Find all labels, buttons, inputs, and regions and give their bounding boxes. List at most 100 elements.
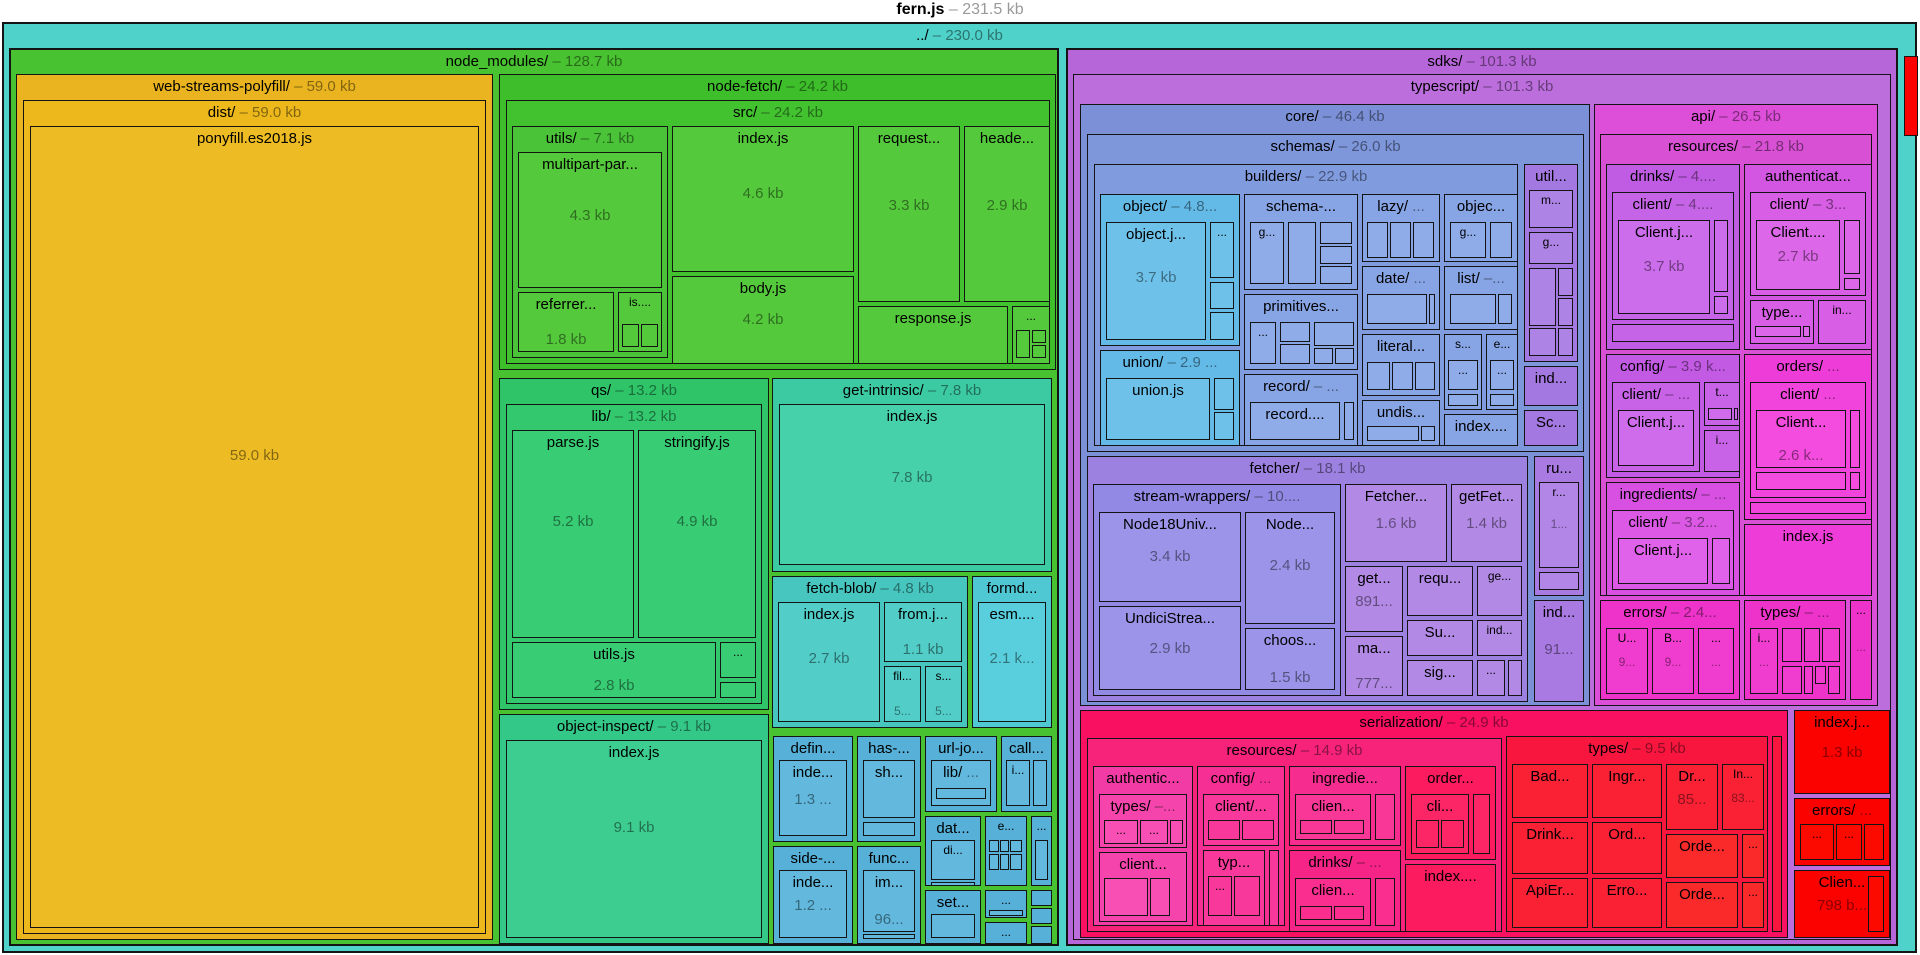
treemap-node-fil...[interactable]: fil... 5... [884,666,921,722]
treemap-node-esm....[interactable]: esm.... 2.1 k... [978,602,1046,722]
treemap-node-bad...[interactable]: Bad... [1512,764,1588,818]
treemap-node-parse.js[interactable]: parse.js 5.2 kb [512,430,634,638]
treemap-node-box [931,882,975,886]
treemap-node-di...[interactable]: di... [931,840,975,880]
treemap-node-node...[interactable]: Node... 2.4 kb [1245,512,1335,624]
treemap-node-erro...[interactable]: Erro... [1592,878,1662,928]
treemap-node-...[interactable]: ... [1448,360,1478,390]
treemap-node-orde...[interactable]: Orde... [1666,834,1738,878]
treemap-node-union.js[interactable]: union.js [1106,378,1210,440]
treemap-node-node18univ...[interactable]: Node18Univ... 3.4 kb [1099,512,1241,602]
treemap-node-box [1844,278,1860,290]
treemap-node-record....[interactable]: record.... [1250,402,1340,440]
treemap-node-m...[interactable]: m... [1529,190,1573,228]
treemap-node-from.j...[interactable]: from.j... 1.1 kb [884,602,962,662]
treemap-node-...[interactable]: ...... [1850,600,1872,700]
treemap-node-g...[interactable]: g... [1450,222,1486,258]
treemap-node-client...[interactable]: Client... 2.6 k... [1756,410,1846,468]
treemap-node-im...[interactable]: im... 96... [863,870,915,932]
treemap-node-index.j...[interactable]: index.j... 1.3 kb [1794,710,1890,794]
treemap-node-size: 7.8 kb [891,468,933,486]
treemap-node-...[interactable]: ... [1250,322,1276,364]
treemap-node-index.js[interactable]: index.js 2.7 kb [778,602,880,722]
treemap-node-ma...[interactable]: ma... 777... [1345,636,1403,696]
treemap-node-ge...[interactable]: ge... [1477,566,1522,616]
treemap-node-client....[interactable]: Client.... 2.7 kb [1756,220,1840,290]
treemap-node-in...[interactable]: in... [1818,300,1866,344]
treemap-node-...[interactable]: ... [1140,820,1168,844]
treemap-node-u...[interactable]: U... 9... [1606,628,1648,694]
treemap-node-client.j...[interactable]: Client.j... [1618,538,1708,584]
treemap-node-ponyfill.es2018.js[interactable]: ponyfill.es2018.js 59.0 kb [30,126,479,928]
treemap-node-ind...[interactable]: ind... [1524,366,1578,406]
treemap-node-fetcher...[interactable]: Fetcher... 1.6 kb [1345,484,1447,562]
treemap-node-index....[interactable]: index.... [1444,414,1518,446]
treemap-node-...[interactable]: ... [985,922,1027,944]
treemap-node-getfet...[interactable]: getFet... 1.4 kb [1451,484,1522,562]
treemap-node-drink...[interactable]: Drink... [1512,822,1588,874]
treemap-node-i...[interactable]: i... [1704,430,1740,472]
treemap-node-sh...[interactable]: sh... [863,760,915,818]
treemap-node-...[interactable]: ... [1477,660,1505,696]
treemap-node-requ...[interactable]: requ... [1407,566,1473,616]
treemap-node-ind...[interactable]: ind... 91... [1534,600,1584,702]
treemap-node-utils.js[interactable]: utils.js 2.8 kb [512,642,716,698]
treemap-node-index.js[interactable]: index.js 9.1 kb [506,740,762,938]
treemap-node-box [1708,408,1732,420]
treemap-node-...[interactable]: ... [1836,824,1862,860]
treemap-node-ord...[interactable]: Ord... [1592,822,1662,874]
treemap-node-...[interactable]: ... [1104,820,1138,844]
treemap-node-request...[interactable]: request... 3.3 kb [858,126,960,302]
treemap-node-...[interactable]: ...... [1698,628,1734,694]
treemap-node-index.js[interactable]: index.js 7.8 kb [779,404,1045,565]
treemap-node-in...[interactable]: In... 83... [1722,764,1764,830]
treemap-node-object.j...[interactable]: object.j... 3.7 kb [1106,222,1206,340]
treemap-node-stringify.js[interactable]: stringify.js 4.9 kb [638,430,756,638]
treemap-node-...[interactable]: ... [720,642,756,678]
treemap-node-s...[interactable]: s... 5... [925,666,962,722]
treemap-node-su...[interactable]: Su... [1407,620,1473,656]
treemap-node-inde...[interactable]: inde... 1.3 ... [779,760,847,836]
treemap-node-label: utils/ – 7.1 kb [545,130,635,147]
treemap-node-b...[interactable]: B... 9... [1652,628,1694,694]
treemap-node-index.js[interactable]: index.js [1744,524,1872,596]
treemap-node-g...[interactable]: g... [1529,232,1573,264]
treemap-node-label: ../ – 230.0 kb [916,27,1003,44]
treemap-node-sig...[interactable]: sig... [1407,660,1473,696]
treemap-node-ind...[interactable]: ind... [1477,620,1522,656]
treemap-node-label: serialization/ – 24.9 kb [1359,714,1509,731]
treemap-node-client.j...[interactable]: Client.j... 3.7 kb [1618,220,1710,314]
treemap-node-undicistrea...[interactable]: UndiciStrea... 2.9 kb [1099,606,1241,690]
treemap-node-client.j...[interactable]: Client.j... [1618,410,1694,466]
treemap-node-...[interactable]: ... [1742,834,1764,878]
treemap-node-r...[interactable]: r... 1... [1539,482,1579,568]
treemap-node-label: UndiciStrea... [1124,610,1216,627]
treemap-node-box [1850,410,1860,468]
treemap-node-response.js[interactable]: response.js [858,306,1008,364]
treemap-node-index....[interactable]: index.... [1405,864,1496,932]
treemap-node-multipart-par...[interactable]: multipart-par... 4.3 kb [518,152,662,288]
treemap-node-i...[interactable]: i... [1006,760,1030,806]
treemap-node-i...[interactable]: i...... [1750,628,1778,694]
treemap-node-dr...[interactable]: Dr... 85... [1666,764,1718,830]
treemap-node-index.js[interactable]: index.js 4.6 kb [672,126,854,272]
treemap-node-lib[interactable]: lib/ ... [931,760,991,806]
treemap-node-inde...[interactable]: inde... 1.2 ... [779,870,847,938]
treemap-node-type...[interactable]: type... [1750,300,1814,344]
treemap-node-heade...[interactable]: heade... 2.9 kb [964,126,1050,302]
treemap-node-apier...[interactable]: ApiEr... [1512,878,1588,928]
treemap-node-body.js[interactable]: body.js 4.2 kb [672,276,854,364]
treemap-node-ingr...[interactable]: Ingr... [1592,764,1662,818]
treemap-node-...[interactable]: ... [1742,882,1764,928]
treemap-node-...[interactable]: ... [1800,824,1834,860]
treemap-node-label: object/ – 4.8... [1122,198,1218,215]
treemap-node-referrer...[interactable]: referrer... 1.8 kb [518,292,614,352]
treemap-node-g...[interactable]: g... [1250,222,1284,284]
treemap-node-get...[interactable]: get... 891... [1345,566,1403,632]
treemap-node-choos...[interactable]: choos... 1.5 kb [1245,628,1335,690]
treemap-node-...[interactable]: ... [1208,876,1232,916]
treemap-node-...[interactable]: ... [1490,360,1514,390]
treemap-node-sc...[interactable]: Sc... [1524,410,1578,446]
treemap-node-...[interactable]: ... [1210,222,1234,278]
treemap-node-orde...[interactable]: Orde... [1666,882,1738,928]
